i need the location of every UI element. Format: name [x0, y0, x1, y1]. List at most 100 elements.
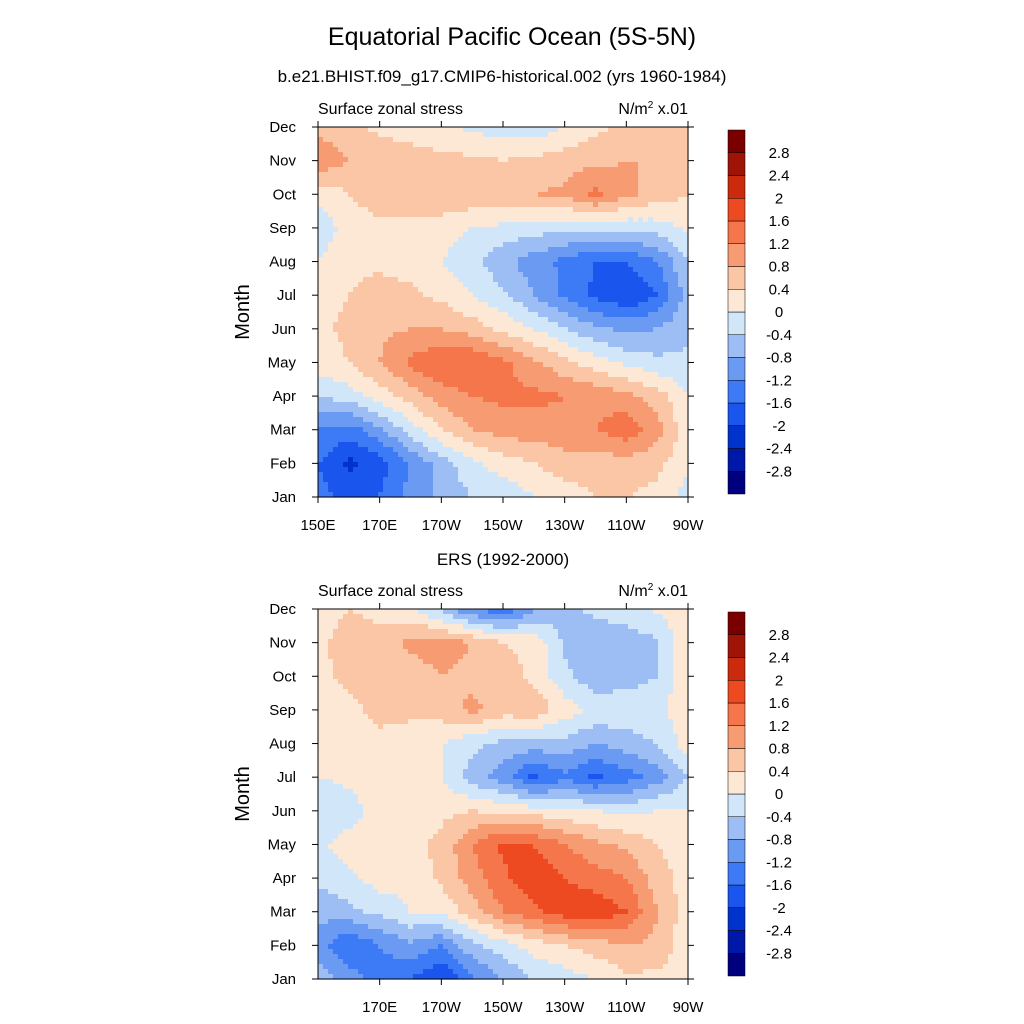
contour-cell	[408, 417, 414, 423]
contour-cell	[558, 252, 564, 258]
contour-cell	[543, 367, 549, 373]
contour-cell	[548, 337, 554, 343]
contour-cell	[463, 432, 469, 438]
contour-cell	[428, 352, 434, 358]
contour-cell	[343, 297, 349, 303]
contour-cell	[593, 187, 599, 193]
contour-cell	[473, 422, 479, 428]
contour-cell	[448, 162, 454, 168]
contour-cell	[328, 127, 334, 133]
contour-cell	[628, 357, 634, 363]
contour-cell	[588, 447, 594, 453]
contour-cell	[368, 407, 374, 413]
contour-cell	[543, 447, 549, 453]
contour-cell	[383, 392, 389, 398]
contour-cell	[378, 152, 384, 158]
contour-cell	[368, 222, 374, 228]
contour-cell	[548, 347, 554, 353]
contour-cell	[433, 312, 439, 318]
contour-cell	[658, 372, 664, 378]
contour-cell	[463, 147, 469, 153]
contour-cell	[323, 327, 329, 333]
contour-cell	[558, 417, 564, 423]
contour-cell	[533, 272, 539, 278]
contour-cell	[623, 452, 629, 458]
contour-cell	[608, 427, 614, 433]
contour-cell	[338, 247, 344, 253]
contour-cell	[388, 437, 394, 443]
contour-cell	[423, 277, 429, 283]
contour-cell	[563, 332, 569, 338]
contour-cell	[523, 297, 529, 303]
contour-cell	[573, 132, 579, 138]
contour-cell	[363, 447, 369, 453]
contour-cell	[568, 162, 574, 168]
contour-cell	[443, 247, 449, 253]
contour-cell	[618, 242, 624, 248]
contour-cell	[578, 252, 584, 258]
contour-cell	[658, 317, 664, 323]
contour-cell	[673, 182, 679, 188]
contour-cell	[458, 162, 464, 168]
contour-cell	[353, 197, 359, 203]
contour-cell	[413, 192, 419, 198]
contour-cell	[518, 292, 524, 298]
contour-cell	[523, 397, 529, 403]
contour-cell	[473, 232, 479, 238]
contour-cell	[603, 352, 609, 358]
contour-cell	[368, 177, 374, 183]
contour-cell	[488, 137, 494, 143]
contour-cell	[553, 392, 559, 398]
contour-cell	[493, 247, 499, 253]
contour-cell	[603, 422, 609, 428]
contour-cell	[608, 202, 614, 208]
contour-cell	[463, 217, 469, 223]
contour-cell	[643, 157, 649, 163]
contour-cell	[523, 137, 529, 143]
contour-cell	[493, 457, 499, 463]
contour-cell	[458, 362, 464, 368]
contour-cell	[503, 422, 509, 428]
contour-cell	[368, 352, 374, 358]
contour-cell	[593, 197, 599, 203]
contour-cell	[358, 277, 364, 283]
contour-cell	[458, 417, 464, 423]
contour-cell	[523, 442, 529, 448]
contour-cell	[483, 207, 489, 213]
contour-cell	[538, 222, 544, 228]
contour-cell	[468, 422, 474, 428]
contour-cell	[333, 312, 339, 318]
contour-cell	[598, 442, 604, 448]
contour-cell	[493, 207, 499, 213]
contour-cell	[408, 197, 414, 203]
contour-cell	[413, 247, 419, 253]
contour-cell	[608, 287, 614, 293]
contour-cell	[648, 222, 654, 228]
contour-cell	[358, 437, 364, 443]
contour-cell	[548, 387, 554, 393]
contour-cell	[578, 437, 584, 443]
contour-cell	[478, 167, 484, 173]
contour-cell	[453, 162, 459, 168]
contour-cell	[618, 407, 624, 413]
contour-cell	[428, 347, 434, 353]
contour-cell	[478, 182, 484, 188]
contour-cell	[613, 362, 619, 368]
contour-cell	[428, 297, 434, 303]
contour-cell	[608, 272, 614, 278]
contour-cell	[428, 407, 434, 413]
contour-cell	[608, 452, 614, 458]
contour-cell	[428, 387, 434, 393]
contour-cell	[653, 237, 659, 243]
contour-cell	[348, 382, 354, 388]
contour-cell	[573, 312, 579, 318]
contour-cell	[463, 292, 469, 298]
contour-cell	[348, 372, 354, 378]
contour-cell	[568, 247, 574, 253]
contour-cell	[328, 232, 334, 238]
contour-cell	[603, 172, 609, 178]
contour-cell	[593, 192, 599, 198]
contour-cell	[643, 427, 649, 433]
contour-cell	[683, 407, 689, 413]
contour-cell	[588, 407, 594, 413]
